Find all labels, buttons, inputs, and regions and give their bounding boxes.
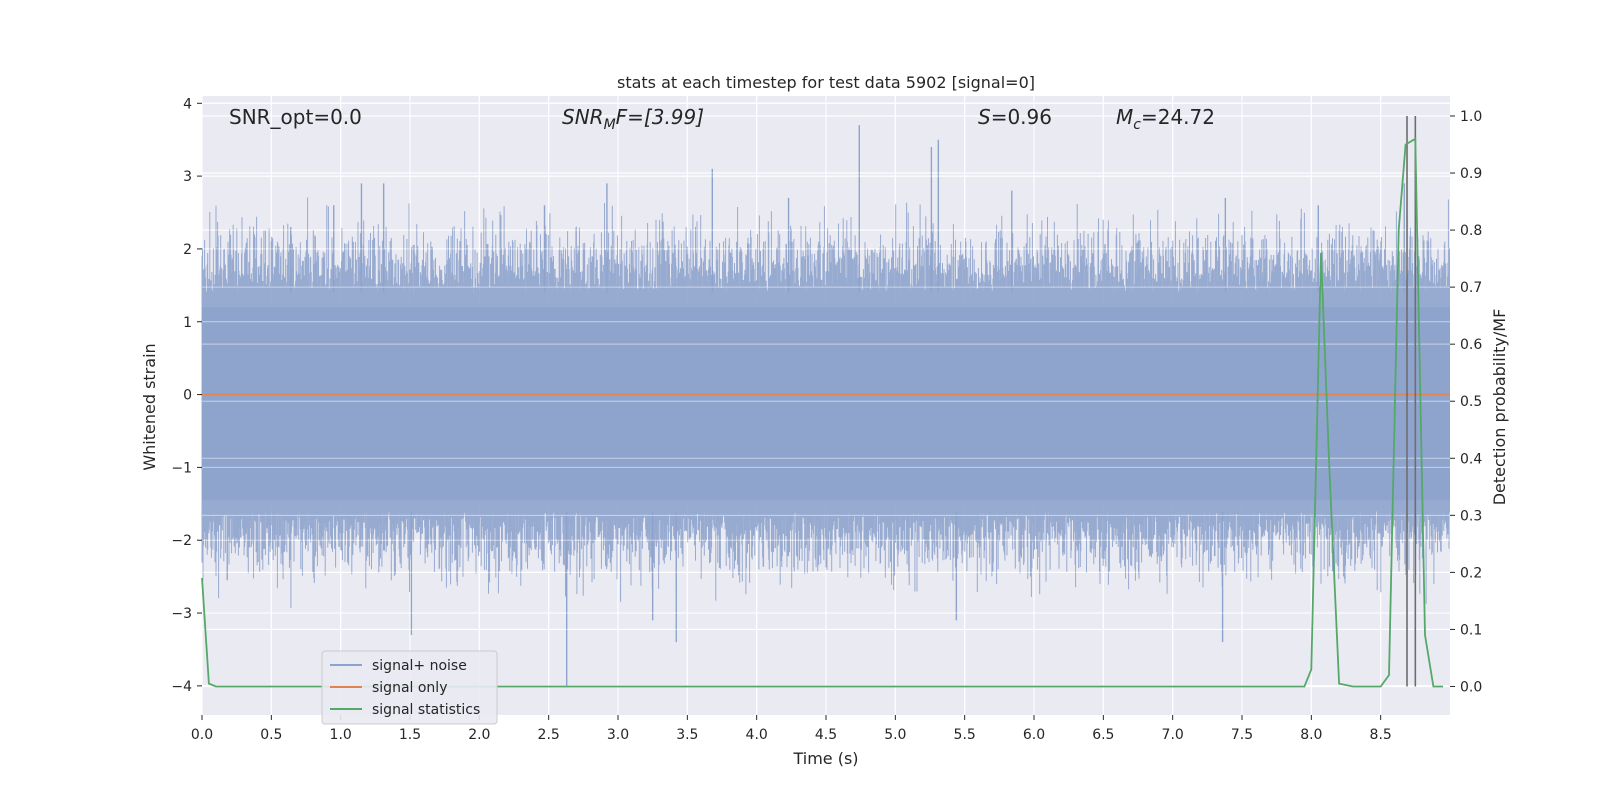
y-tick-label: −1 — [171, 460, 192, 476]
vertical-markers — [1406, 115, 1417, 687]
legend-label-statistics: signal statistics — [372, 702, 480, 718]
x-tick-label: 7.5 — [1231, 727, 1253, 743]
x-tick-label: 0.5 — [260, 727, 282, 743]
x-tick-label: 5.5 — [954, 727, 976, 743]
x-tick-label: 4.5 — [815, 727, 837, 743]
legend-label-signal-only: signal only — [372, 680, 447, 696]
mc-sub: c — [1133, 117, 1141, 133]
y-tick-label: 0 — [183, 388, 192, 404]
x-tick-label: 0.0 — [191, 727, 213, 743]
y2-tick-label: 0.9 — [1460, 166, 1482, 182]
x-tick-label: 3.0 — [607, 727, 629, 743]
annotation-s: S=0.96 — [978, 105, 1052, 129]
y2-tick-label: 0.3 — [1460, 508, 1482, 524]
y-axis-label: Whitened strain — [140, 343, 159, 470]
mc-base: M — [1116, 105, 1133, 129]
s-base: S — [978, 105, 991, 129]
x-axis-label: Time (s) — [792, 749, 858, 768]
y-tick-labels: 4 3 2 1 0 −1 −2 −3 −4 — [171, 96, 202, 695]
x-tick-label: 3.5 — [676, 727, 698, 743]
y2-tick-label: 0.2 — [1460, 565, 1482, 581]
y-tick-label: −4 — [171, 679, 192, 695]
y2-tick-label: 0.8 — [1460, 223, 1482, 239]
x-tick-label: 1.5 — [399, 727, 421, 743]
statistics-line — [201, 137, 1444, 688]
x-tick-label: 7.0 — [1162, 727, 1184, 743]
chart-title: stats at each timestep for test data 590… — [617, 73, 1035, 92]
x-tick-label: 2.5 — [538, 727, 560, 743]
x-tick-label: 4.0 — [746, 727, 768, 743]
annotation-snr-mf: SNRMF=[3.99] — [562, 105, 704, 133]
mc-rest: =24.72 — [1141, 105, 1215, 129]
y-tick-label: −3 — [171, 606, 192, 622]
y-tick-label: 4 — [183, 96, 192, 112]
x-tick-label: 6.0 — [1023, 727, 1045, 743]
snr-mf-sub: M — [604, 117, 616, 133]
y2-tick-label: 0.5 — [1460, 394, 1482, 410]
y2-tick-label: 1.0 — [1460, 109, 1482, 125]
y2-tick-label: 0.1 — [1460, 622, 1482, 638]
y2-tick-label: 0.0 — [1460, 679, 1482, 695]
series-signal-noise — [201, 102, 1450, 687]
series-signal-statistics — [201, 137, 1444, 688]
x-tick-labels: 0.0 0.5 1.0 1.5 2.0 2.5 3.0 3.5 4.0 4.5 5.0 5.5 6.0 6… — [191, 715, 1392, 743]
snr-mf-base: SNR — [562, 105, 604, 129]
y2-tick-label: 0.6 — [1460, 337, 1482, 353]
snr-mf-rest: F=[3.99] — [616, 105, 704, 129]
x-tick-label: 8.0 — [1300, 727, 1322, 743]
annotation-snr-opt: SNR_opt=0.0 — [229, 105, 362, 129]
x-tick-label: 1.0 — [330, 727, 352, 743]
x-tick-label: 6.5 — [1092, 727, 1114, 743]
noise-core-band — [202, 307, 1450, 501]
y-tick-label: 3 — [183, 169, 192, 185]
y-tick-label: 2 — [183, 242, 192, 258]
y2-tick-labels: 1.0 0.9 0.8 0.7 0.6 0.5 0.4 0.3 0.2 0.1 0.0 — [1450, 109, 1482, 695]
x-tick-label: 5.0 — [884, 727, 906, 743]
legend-label-noise: signal+ noise — [372, 658, 467, 674]
y-tick-label: −2 — [171, 533, 192, 549]
y-tick-label: 1 — [183, 315, 192, 331]
annotation-mc: Mc=24.72 — [1116, 105, 1215, 133]
y2-tick-label: 0.7 — [1460, 280, 1482, 296]
x-tick-label: 8.5 — [1370, 727, 1392, 743]
x-tick-label: 2.0 — [468, 727, 490, 743]
s-rest: =0.96 — [991, 105, 1052, 129]
y2-axis-label: Detection probability/MF — [1490, 309, 1509, 506]
legend-box — [321, 650, 498, 725]
y2-tick-label: 0.4 — [1460, 451, 1482, 467]
legend: signal+ noise signal only signal statist… — [321, 650, 498, 725]
